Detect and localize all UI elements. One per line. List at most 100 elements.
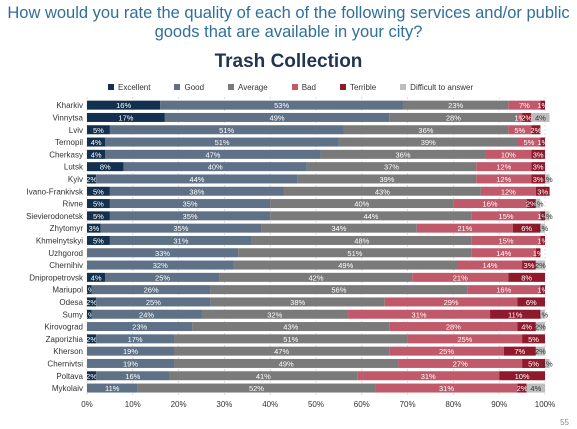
bar-segment <box>96 174 298 184</box>
bar-segment <box>105 137 339 147</box>
data-label: 26% <box>144 286 159 295</box>
bar-segment <box>531 112 550 122</box>
bar-segment <box>87 248 239 258</box>
data-label: 8% <box>100 163 111 172</box>
data-label: 29% <box>444 298 459 307</box>
data-label: 14% <box>496 249 511 258</box>
data-label: 4% <box>91 273 102 282</box>
x-tick-label: 100% <box>535 400 555 409</box>
data-label: 16% <box>116 101 131 110</box>
bar-segment <box>540 309 545 319</box>
category-label: Ternopil <box>55 138 83 147</box>
category-label: Lutsk <box>64 163 84 172</box>
bar-segment <box>485 149 532 159</box>
bar-segment <box>169 371 358 381</box>
data-label: 1% <box>514 113 525 122</box>
bar-segment <box>87 162 124 172</box>
x-tick-label: 0% <box>81 400 93 409</box>
bar-segment <box>174 334 408 344</box>
bar-segment <box>87 125 110 135</box>
data-label: 35% <box>183 200 198 209</box>
data-label: 1% <box>542 359 553 368</box>
data-label: 3% <box>533 175 544 184</box>
data-label: 31% <box>173 236 188 245</box>
data-label: 38% <box>189 187 204 196</box>
data-label: 41% <box>256 372 271 381</box>
category-label: Chernihiv <box>49 261 83 270</box>
bar-segment <box>87 174 97 184</box>
bar-segment <box>471 211 541 221</box>
bar-segment <box>535 186 550 196</box>
bar-segment <box>517 383 527 393</box>
data-label: 36% <box>396 150 411 159</box>
data-label: 1% <box>533 200 544 209</box>
legend-label: Difficult to answer <box>410 82 474 92</box>
data-label: 47% <box>205 150 220 159</box>
bar-segment <box>87 199 110 209</box>
bar-segment <box>531 125 541 135</box>
data-label: 5% <box>93 236 104 245</box>
bar-segment <box>490 309 541 319</box>
data-label: 1% <box>542 212 553 221</box>
bar-segment <box>238 248 472 258</box>
category-label: Mykolaiv <box>52 384 83 393</box>
data-label: 7% <box>514 347 525 356</box>
bar-segment <box>517 137 541 147</box>
bar-segment <box>320 149 486 159</box>
bar-segment <box>233 260 458 270</box>
bar-segment <box>87 186 110 196</box>
bar-segment <box>526 199 536 209</box>
bar-segment <box>540 100 545 110</box>
data-label: 2% <box>517 384 528 393</box>
bar-segment <box>210 297 385 307</box>
bar-segment <box>348 309 491 319</box>
category-label: Cherkasy <box>49 150 83 159</box>
bar-segment <box>87 309 92 319</box>
data-label: 47% <box>274 347 289 356</box>
data-label: 43% <box>283 323 298 332</box>
data-label: 28% <box>446 113 461 122</box>
bar-segment <box>219 272 413 282</box>
data-label: 3% <box>533 163 544 172</box>
bar-segment <box>471 235 541 245</box>
bar-segment <box>503 346 536 356</box>
data-label: 44% <box>189 175 204 184</box>
bar-segment <box>522 358 545 368</box>
bar-segment <box>270 211 472 221</box>
data-label: 35% <box>183 212 198 221</box>
data-label: 2% <box>526 200 537 209</box>
data-label: 51% <box>215 138 230 147</box>
bar-segment <box>87 137 106 147</box>
bar-segment <box>192 322 390 332</box>
data-label: 21% <box>457 224 472 233</box>
category-label: Lviv <box>69 126 83 135</box>
bar-segment <box>540 137 545 147</box>
bar-segment <box>123 162 307 172</box>
bar-segment <box>480 186 536 196</box>
page-number: 55 <box>560 418 569 427</box>
data-label: 5% <box>524 138 535 147</box>
bar-segment <box>87 297 97 307</box>
x-tick-label: 60% <box>354 400 370 409</box>
data-label: 25% <box>457 335 472 344</box>
bar-segment <box>499 371 545 381</box>
data-label: 19% <box>123 359 138 368</box>
data-label: 31% <box>439 384 454 393</box>
legend-label: Terrible <box>349 82 377 92</box>
bar-segment <box>87 149 106 159</box>
bar-segment <box>100 223 262 233</box>
bar-segment <box>522 112 532 122</box>
legend-swatch <box>339 84 346 90</box>
category-label: Vinnytsa <box>52 113 83 122</box>
bar-segment <box>338 137 518 147</box>
data-label: 16% <box>496 286 511 295</box>
data-label: 28% <box>446 323 461 332</box>
bar-segment <box>540 223 545 233</box>
bar-segment <box>531 174 545 184</box>
data-label: 51% <box>347 249 362 258</box>
bar-segment <box>535 260 545 270</box>
data-label: 35% <box>173 224 188 233</box>
x-tick-label: 10% <box>125 400 141 409</box>
bar-segment <box>508 272 545 282</box>
bar-segment <box>540 211 545 221</box>
